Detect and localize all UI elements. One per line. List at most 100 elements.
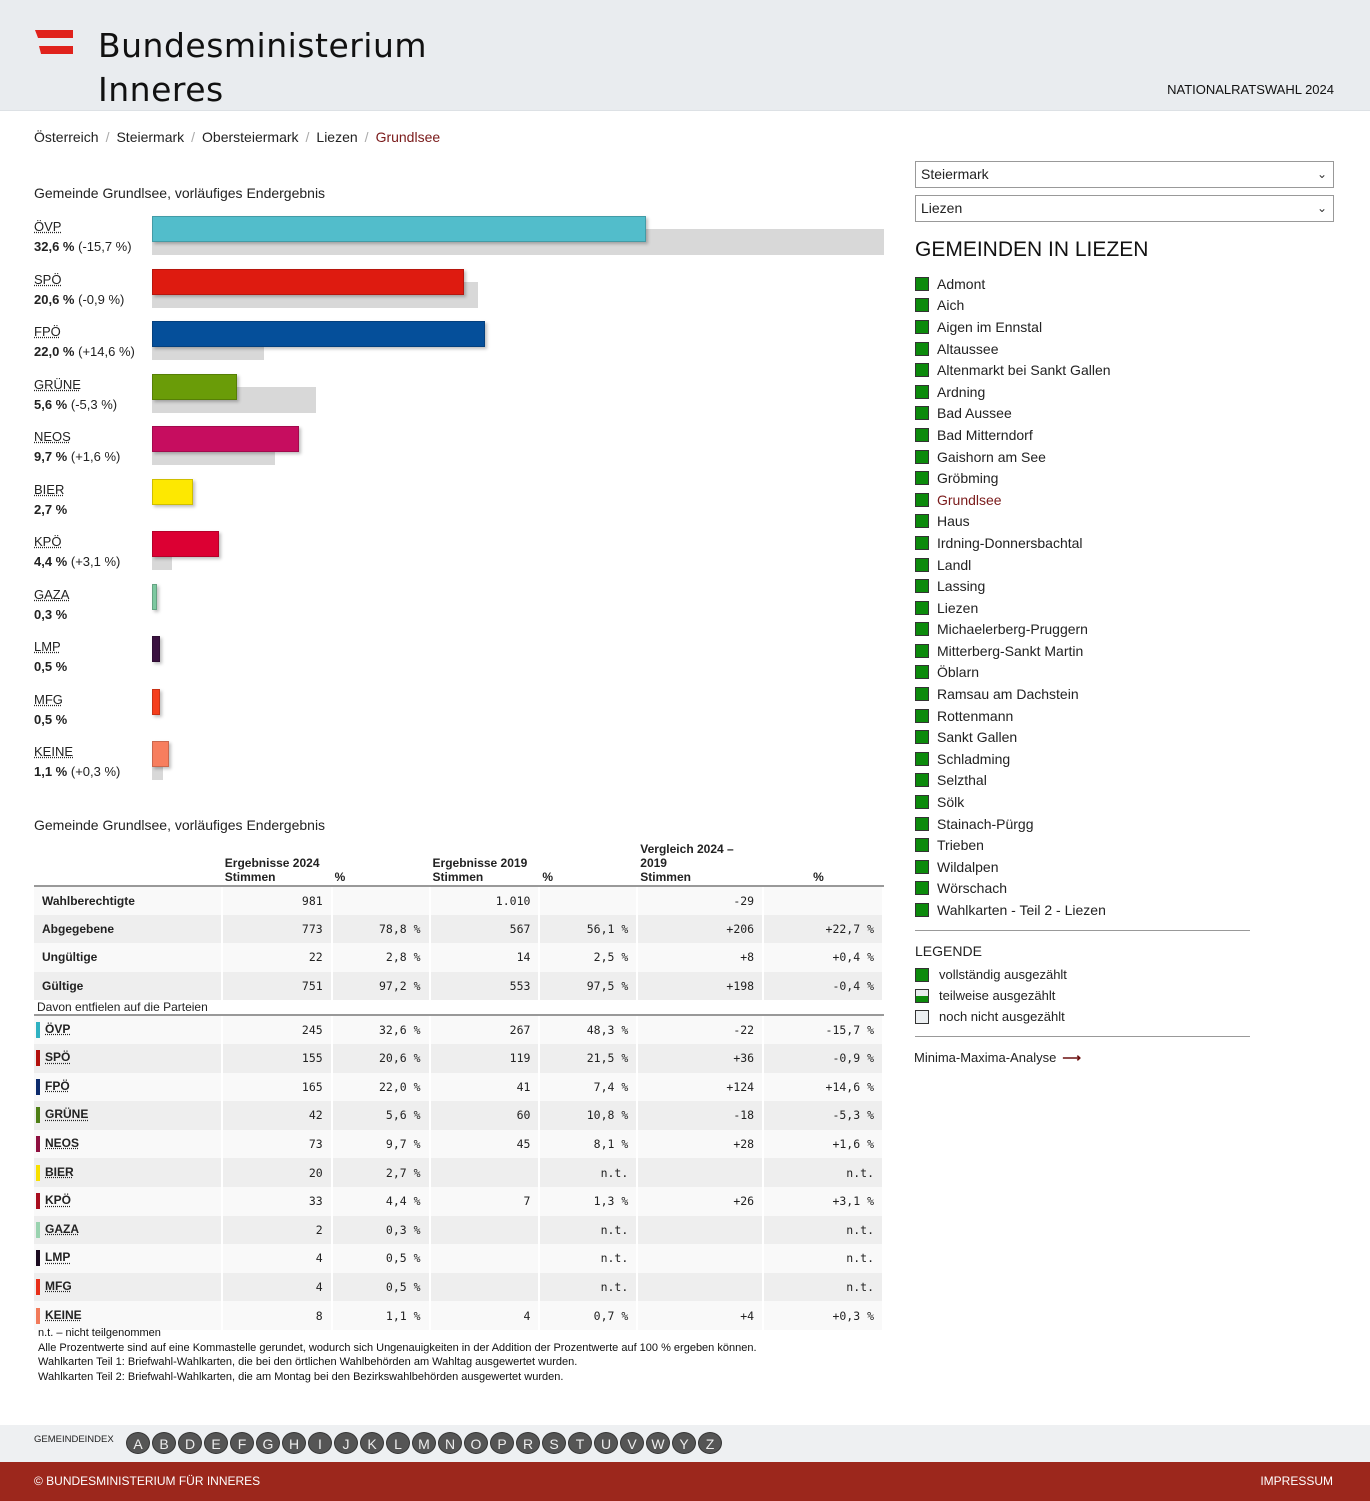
gemeinde-link[interactable]: Ardning (937, 383, 986, 400)
gemeinde-link[interactable]: Gröbming (937, 470, 999, 487)
gemeinde-link[interactable]: Mitterberg-Sankt Martin (937, 642, 1084, 659)
index-letter-j[interactable]: J (334, 1432, 358, 1454)
index-letter-i[interactable]: I (308, 1432, 332, 1454)
party-link[interactable]: MFG (45, 1279, 72, 1294)
party-name[interactable]: FPÖ (34, 324, 61, 339)
minmax-analysis-link[interactable]: Minima-Maxima-Analyse ⟶ (914, 1050, 1081, 1065)
gemeinde-link[interactable]: Altaussee (937, 340, 999, 357)
breadcrumb-item[interactable]: Steiermark (116, 129, 185, 145)
party-link[interactable]: KEINE (45, 1307, 82, 1322)
gemeinde-link[interactable]: Schladming (937, 750, 1011, 767)
gemeinde-item[interactable]: Liezen (915, 597, 1255, 619)
index-letter-t[interactable]: T (568, 1432, 592, 1454)
gemeinde-item[interactable]: Altenmarkt bei Sankt Gallen (915, 359, 1255, 381)
party-link[interactable]: LMP (45, 1250, 71, 1265)
gemeinde-item[interactable]: Haus (915, 511, 1255, 533)
index-letter-g[interactable]: G (256, 1432, 280, 1454)
gemeinde-link[interactable]: Aigen im Ennstal (937, 318, 1043, 335)
gemeinde-item[interactable]: Trieben (915, 834, 1255, 856)
gemeinde-link[interactable]: Öblarn (937, 664, 980, 681)
gemeinde-item[interactable]: Gröbming (915, 467, 1255, 489)
gemeinde-item[interactable]: Öblarn (915, 662, 1255, 684)
austria-flag-logo-icon[interactable] (35, 30, 73, 54)
gemeinde-item[interactable]: Wildalpen (915, 856, 1255, 878)
gemeinde-item[interactable]: Ardning (915, 381, 1255, 403)
gemeinde-item[interactable]: Landl (915, 554, 1255, 576)
index-letter-d[interactable]: D (178, 1432, 202, 1454)
gemeinde-link[interactable]: Aich (937, 297, 965, 314)
party-name[interactable]: NEOS (34, 429, 71, 444)
party-name[interactable]: KEINE (34, 744, 74, 759)
party-name[interactable]: BIER (34, 481, 65, 497)
index-letter-m[interactable]: M (412, 1432, 436, 1454)
party-link[interactable]: BIER (45, 1164, 74, 1179)
gemeinde-link[interactable]: Bad Aussee (937, 405, 1012, 422)
index-letter-y[interactable]: Y (672, 1432, 696, 1454)
district-select[interactable]: Liezen ⌄ (915, 195, 1334, 222)
gemeinde-link[interactable]: Haus (937, 513, 970, 530)
party-name[interactable]: KPÖ (34, 534, 62, 549)
gemeinde-link[interactable]: Liezen (937, 599, 979, 616)
state-select[interactable]: Steiermark ⌄ (915, 161, 1334, 188)
index-letter-k[interactable]: K (360, 1432, 384, 1454)
party-link[interactable]: NEOS (45, 1136, 80, 1151)
gemeinde-item[interactable]: Michaelerberg-Pruggern (915, 619, 1255, 641)
index-letter-p[interactable]: P (490, 1432, 514, 1454)
index-letter-s[interactable]: S (542, 1432, 566, 1454)
index-letter-f[interactable]: F (230, 1432, 254, 1454)
gemeinde-link[interactable]: Lassing (937, 578, 986, 595)
gemeinde-item[interactable]: Irdning-Donnersbachtal (915, 532, 1255, 554)
gemeinde-link[interactable]: Michaelerberg-Pruggern (937, 621, 1088, 638)
gemeinde-link[interactable]: Bad Mitterndorf (937, 426, 1033, 443)
gemeinde-link[interactable]: Sankt Gallen (937, 729, 1018, 746)
index-letter-b[interactable]: B (152, 1432, 176, 1454)
index-letter-w[interactable]: W (646, 1432, 670, 1454)
gemeinde-link[interactable]: Wahlkarten - Teil 2 - Liezen (937, 902, 1106, 919)
gemeinde-item[interactable]: Gaishorn am See (915, 446, 1255, 468)
gemeinde-item[interactable]: Grundlsee (915, 489, 1255, 511)
party-name[interactable]: LMP (34, 639, 61, 654)
gemeinde-item[interactable]: Wörschach (915, 878, 1255, 900)
party-link[interactable]: KPÖ (45, 1193, 72, 1208)
gemeinde-item[interactable]: Wahlkarten - Teil 2 - Liezen (915, 899, 1255, 921)
party-link[interactable]: SPÖ (45, 1050, 71, 1065)
party-link[interactable]: GRÜNE (45, 1107, 89, 1122)
gemeinde-link[interactable]: Wörschach (937, 880, 1008, 897)
index-letter-l[interactable]: L (386, 1432, 410, 1454)
breadcrumb-item[interactable]: Obersteiermark (202, 129, 299, 145)
gemeinde-link[interactable]: Sölk (937, 794, 965, 811)
index-letter-h[interactable]: H (282, 1432, 306, 1454)
gemeinde-item[interactable]: Bad Aussee (915, 403, 1255, 425)
party-name[interactable]: GRÜNE (34, 376, 81, 392)
gemeinde-item[interactable]: Selzthal (915, 770, 1255, 792)
index-letter-a[interactable]: A (126, 1432, 150, 1454)
gemeinde-item[interactable]: Sankt Gallen (915, 726, 1255, 748)
index-letter-e[interactable]: E (204, 1432, 228, 1454)
breadcrumb-item[interactable]: Liezen (316, 129, 358, 145)
gemeinde-item[interactable]: Bad Mitterndorf (915, 424, 1255, 446)
gemeinde-item[interactable]: Schladming (915, 748, 1255, 770)
gemeinde-item[interactable]: Altaussee (915, 338, 1255, 360)
gemeinde-item[interactable]: Sölk (915, 791, 1255, 813)
gemeinde-link[interactable]: Selzthal (937, 772, 987, 789)
gemeinde-item[interactable]: Aigen im Ennstal (915, 316, 1255, 338)
party-link[interactable]: FPÖ (45, 1079, 70, 1094)
index-letter-z[interactable]: Z (698, 1432, 722, 1454)
party-link[interactable]: GAZA (45, 1222, 79, 1236)
gemeinde-link[interactable]: Wildalpen (937, 858, 999, 875)
party-name[interactable]: GAZA (34, 586, 70, 602)
index-letter-u[interactable]: U (594, 1432, 618, 1454)
gemeinde-link[interactable]: Grundlsee (937, 491, 1002, 508)
gemeinde-item[interactable]: Rottenmann (915, 705, 1255, 727)
gemeinde-link[interactable]: Stainach-Pürgg (937, 815, 1034, 832)
gemeinde-item[interactable]: Stainach-Pürgg (915, 813, 1255, 835)
gemeinde-item[interactable]: Lassing (915, 575, 1255, 597)
gemeinde-link[interactable]: Landl (937, 556, 972, 573)
party-name[interactable]: SPÖ (34, 271, 62, 287)
party-name[interactable]: MFG (34, 691, 63, 707)
gemeinde-link[interactable]: Rottenmann (937, 707, 1014, 724)
gemeinde-link[interactable]: Admont (937, 275, 986, 292)
gemeinde-link[interactable]: Ramsau am Dachstein (937, 686, 1079, 703)
ministry-logo-text[interactable]: Bundesministerium Inneres (98, 24, 427, 112)
gemeinde-item[interactable]: Aich (915, 295, 1255, 317)
